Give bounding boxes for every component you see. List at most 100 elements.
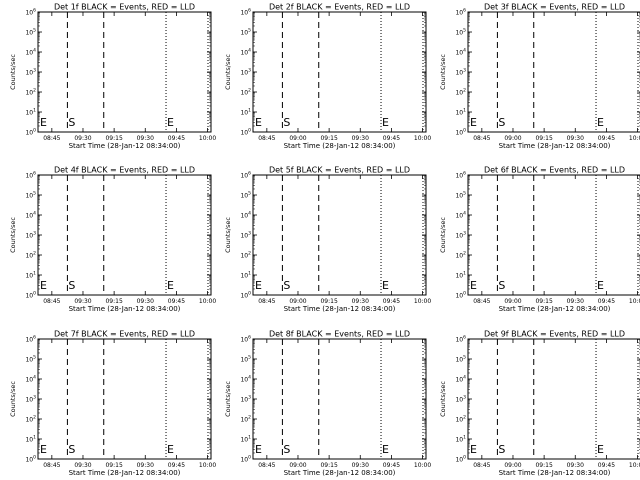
x-tick-label: 09:30 — [567, 135, 584, 142]
marker-e-end: E — [382, 116, 389, 129]
y-axis-label: Counts/sec — [439, 381, 447, 417]
marker-s: S — [68, 443, 75, 456]
y-tick-label: 101 — [240, 271, 251, 280]
x-tick-label: 09:15 — [320, 298, 337, 305]
y-tick-label: 100 — [455, 291, 466, 300]
y-axis-label: Counts/sec — [439, 54, 447, 90]
x-tick-label: 10:00 — [199, 135, 216, 142]
x-tick-label: 09:15 — [535, 462, 552, 469]
marker-e-end: E — [167, 279, 174, 292]
panel-title: Det 4f BLACK = Events, RED = LLD — [54, 166, 195, 175]
x-tick-label: 09:30 — [137, 135, 154, 142]
y-tick-label: 100 — [25, 291, 36, 300]
marker-s: S — [283, 279, 290, 292]
y-tick-label: 106 — [25, 335, 36, 344]
y-tick-label: 105 — [455, 355, 466, 364]
y-axis-label: Counts/sec — [439, 217, 447, 253]
x-tick-label: 09:45 — [168, 298, 185, 305]
marker-e-end: E — [167, 443, 174, 456]
y-axis-label: Counts/sec — [224, 217, 232, 253]
x-tick-label: 08:45 — [258, 298, 275, 305]
x-tick-label: 09:15 — [320, 135, 337, 142]
x-tick-label: 09:00 — [289, 298, 306, 305]
x-tick-label: 09:45 — [383, 135, 400, 142]
y-tick-label: 104 — [455, 48, 466, 57]
x-tick-label: 09:45 — [383, 298, 400, 305]
x-tick-label: 09:00 — [504, 462, 521, 469]
y-tick-label: 106 — [455, 335, 466, 344]
x-tick-label: 08:45 — [258, 462, 275, 469]
x-tick-label: 09:00 — [504, 135, 521, 142]
x-axis-label: Start Time (28-Jan-12 08:34:00) — [499, 142, 611, 150]
x-axis-label: Start Time (28-Jan-12 08:34:00) — [284, 469, 396, 477]
chart-panel-2: Det 2f BLACK = Events, RED = LLD 100 101 10… — [224, 3, 431, 151]
x-tick-label: 09:00 — [289, 462, 306, 469]
y-tick-label: 105 — [25, 355, 36, 364]
x-tick-label: 09:15 — [105, 462, 122, 469]
x-tick-label: 08:45 — [43, 135, 60, 142]
x-tick-label: 09:45 — [168, 462, 185, 469]
marker-s: S — [68, 279, 75, 292]
panel-title: Det 5f BLACK = Events, RED = LLD — [269, 166, 410, 175]
marker-e-end: E — [597, 279, 604, 292]
chart-panel-1: Det 1f BLACK = Events, RED = LLD 100 101 10… — [9, 3, 216, 151]
marker-e-end: E — [167, 116, 174, 129]
y-tick-label: 103 — [455, 395, 466, 404]
x-tick-label: 09:30 — [352, 462, 369, 469]
marker-s: S — [283, 116, 290, 129]
y-axis-label: Counts/sec — [224, 381, 232, 417]
x-axis-label: Start Time (28-Jan-12 08:34:00) — [499, 305, 611, 313]
x-tick-label: 09:30 — [74, 135, 91, 142]
y-tick-label: 102 — [455, 88, 466, 97]
y-tick-label: 102 — [455, 251, 466, 260]
chart-panel-5: Det 5f BLACK = Events, RED = LLD 100 101 10… — [224, 166, 431, 314]
x-tick-label: 08:45 — [258, 135, 275, 142]
plot-frame — [467, 338, 640, 460]
x-tick-label: 09:45 — [168, 135, 185, 142]
y-tick-label: 106 — [240, 171, 251, 180]
y-tick-label: 103 — [455, 68, 466, 77]
y-tick-label: 104 — [25, 48, 36, 57]
y-tick-label: 103 — [455, 231, 466, 240]
y-tick-label: 100 — [25, 128, 36, 137]
y-tick-label: 100 — [455, 128, 466, 137]
marker-e-end: E — [382, 279, 389, 292]
panel-title: Det 6f BLACK = Events, RED = LLD — [484, 166, 625, 175]
x-tick-label: 09:30 — [74, 462, 91, 469]
plot-frame — [37, 11, 212, 133]
panel-title: Det 3f BLACK = Events, RED = LLD — [484, 3, 625, 12]
y-tick-label: 103 — [240, 395, 251, 404]
x-tick-label: 09:30 — [137, 462, 154, 469]
plot-frame — [37, 174, 212, 296]
y-tick-label: 104 — [25, 375, 36, 384]
y-tick-label: 100 — [240, 455, 251, 464]
y-axis-label: Counts/sec — [224, 54, 232, 90]
marker-e-start: E — [40, 116, 47, 129]
x-tick-label: 08:45 — [473, 298, 490, 305]
panel-title: Det 7f BLACK = Events, RED = LLD — [54, 330, 195, 339]
chart-panel-6: Det 6f BLACK = Events, RED = LLD 100 101 10… — [439, 166, 640, 313]
marker-e-end: E — [382, 443, 389, 456]
y-axis-label: Counts/sec — [9, 54, 17, 90]
plot-frame — [252, 174, 427, 296]
x-tick-label: 10:00 — [629, 135, 640, 142]
y-tick-label: 105 — [455, 191, 466, 200]
y-tick-label: 102 — [25, 88, 36, 97]
x-tick-label: 09:30 — [352, 298, 369, 305]
y-tick-label: 103 — [25, 395, 36, 404]
x-tick-label: 09:15 — [535, 135, 552, 142]
y-tick-label: 101 — [25, 435, 36, 444]
chart-panel-7: Det 7f BLACK = Events, RED = LLD 100 101 10… — [9, 330, 216, 478]
x-tick-label: 10:00 — [199, 298, 216, 305]
x-tick-label: 08:45 — [473, 462, 490, 469]
y-tick-label: 102 — [455, 415, 466, 424]
x-tick-label: 10:00 — [414, 135, 431, 142]
y-axis-label: Counts/sec — [9, 217, 17, 253]
y-tick-label: 106 — [25, 8, 36, 17]
x-tick-label: 09:00 — [289, 135, 306, 142]
marker-e-start: E — [470, 443, 477, 456]
x-tick-label: 09:30 — [567, 462, 584, 469]
y-tick-label: 106 — [240, 8, 251, 17]
y-tick-label: 102 — [25, 415, 36, 424]
